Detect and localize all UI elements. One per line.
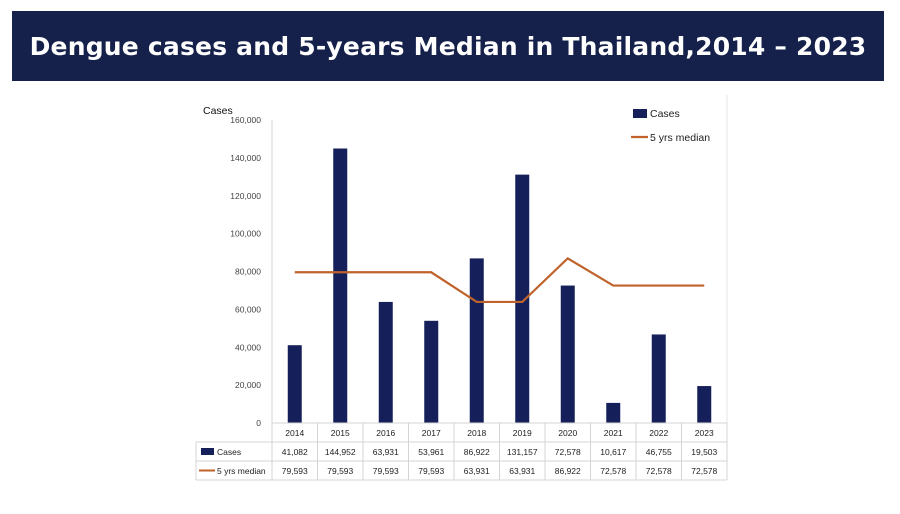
y-tick-label: 140,000 bbox=[230, 153, 261, 163]
y-tick-label: 120,000 bbox=[230, 191, 261, 201]
x-tick-label: 2015 bbox=[331, 428, 350, 438]
data-label-cases: 46,755 bbox=[646, 447, 672, 457]
table-row-label-median: 5 yrs median bbox=[217, 466, 266, 476]
bar-cases bbox=[378, 301, 393, 423]
line-5yrs-median bbox=[294, 257, 705, 304]
bar-cases bbox=[333, 148, 348, 424]
data-label-median: 79,593 bbox=[327, 466, 353, 476]
legend-label-cases: Cases bbox=[650, 108, 680, 120]
data-label-median: 72,578 bbox=[691, 466, 717, 476]
bar-cases bbox=[424, 320, 439, 423]
y-tick-label: 0 bbox=[256, 418, 261, 428]
x-tick-label: 2023 bbox=[695, 428, 714, 438]
data-label-cases: 144,952 bbox=[325, 447, 356, 457]
data-label-cases: 131,157 bbox=[507, 447, 538, 457]
bar-cases bbox=[697, 386, 712, 423]
y-axis-label: Cases bbox=[203, 105, 233, 117]
legend-swatch-cases bbox=[633, 109, 647, 118]
x-tick-label: 2016 bbox=[376, 428, 395, 438]
data-label-cases: 19,503 bbox=[691, 447, 717, 457]
x-tick-label: 2020 bbox=[558, 428, 577, 438]
chart-title: Dengue cases and 5-years Median in Thail… bbox=[29, 31, 867, 61]
x-tick-label: 2022 bbox=[649, 428, 668, 438]
data-label-cases: 41,082 bbox=[282, 447, 308, 457]
x-tick-label: 2019 bbox=[513, 428, 532, 438]
data-label-cases: 53,961 bbox=[418, 447, 444, 457]
data-label-median: 86,922 bbox=[555, 466, 581, 476]
data-label-cases: 10,617 bbox=[600, 447, 626, 457]
data-label-median: 63,931 bbox=[464, 466, 490, 476]
bar-cases bbox=[515, 174, 530, 423]
x-tick-label: 2021 bbox=[604, 428, 623, 438]
legend-label-median: 5 yrs median bbox=[650, 132, 710, 144]
y-tick-label: 100,000 bbox=[230, 229, 261, 239]
data-label-median: 63,931 bbox=[509, 466, 535, 476]
table-key-cases bbox=[201, 448, 214, 455]
data-label-median: 79,593 bbox=[282, 466, 308, 476]
bar-cases bbox=[287, 345, 302, 423]
bar-cases bbox=[651, 334, 666, 423]
bar-cases bbox=[469, 258, 484, 423]
bar-cases bbox=[560, 285, 575, 423]
data-label-cases: 63,931 bbox=[373, 447, 399, 457]
data-label-median: 72,578 bbox=[600, 466, 626, 476]
x-tick-label: 2018 bbox=[467, 428, 486, 438]
y-tick-label: 40,000 bbox=[235, 342, 261, 352]
data-label-cases: 72,578 bbox=[555, 447, 581, 457]
title-banner: Dengue cases and 5-years Median in Thail… bbox=[12, 11, 884, 81]
y-tick-label: 160,000 bbox=[230, 115, 261, 125]
bar-cases bbox=[606, 402, 621, 423]
y-tick-label: 20,000 bbox=[235, 380, 261, 390]
data-label-median: 72,578 bbox=[646, 466, 672, 476]
x-tick-label: 2017 bbox=[422, 428, 441, 438]
data-label-cases: 86,922 bbox=[464, 447, 490, 457]
y-tick-label: 60,000 bbox=[235, 304, 261, 314]
data-label-median: 79,593 bbox=[373, 466, 399, 476]
data-label-median: 79,593 bbox=[418, 466, 444, 476]
table-row-label-cases: Cases bbox=[217, 447, 241, 457]
x-tick-label: 2014 bbox=[285, 428, 304, 438]
y-tick-label: 80,000 bbox=[235, 267, 261, 277]
